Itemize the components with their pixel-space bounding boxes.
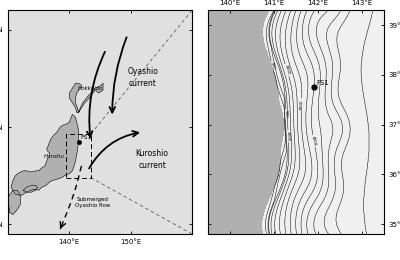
- Text: Honshu: Honshu: [44, 154, 64, 159]
- Text: current: current: [129, 79, 157, 88]
- Text: 3000: 3000: [300, 99, 304, 110]
- Text: 100: 100: [270, 62, 275, 70]
- Text: 500: 500: [283, 110, 288, 118]
- Text: Kuroshio: Kuroshio: [136, 149, 169, 158]
- Text: current: current: [138, 161, 166, 170]
- Polygon shape: [23, 185, 38, 192]
- Text: FS1: FS1: [316, 80, 329, 86]
- Text: Oyashio: Oyashio: [128, 67, 158, 76]
- Text: Submerged
Oyashio flow: Submerged Oyashio flow: [75, 197, 110, 208]
- Text: Hokkaido: Hokkaido: [78, 86, 104, 91]
- Polygon shape: [11, 114, 78, 195]
- Text: 1000: 1000: [286, 131, 290, 141]
- Text: 4000: 4000: [311, 135, 317, 146]
- Text: 2000: 2000: [284, 64, 290, 76]
- Polygon shape: [69, 83, 103, 113]
- Text: FS1: FS1: [80, 135, 92, 140]
- Polygon shape: [8, 190, 20, 214]
